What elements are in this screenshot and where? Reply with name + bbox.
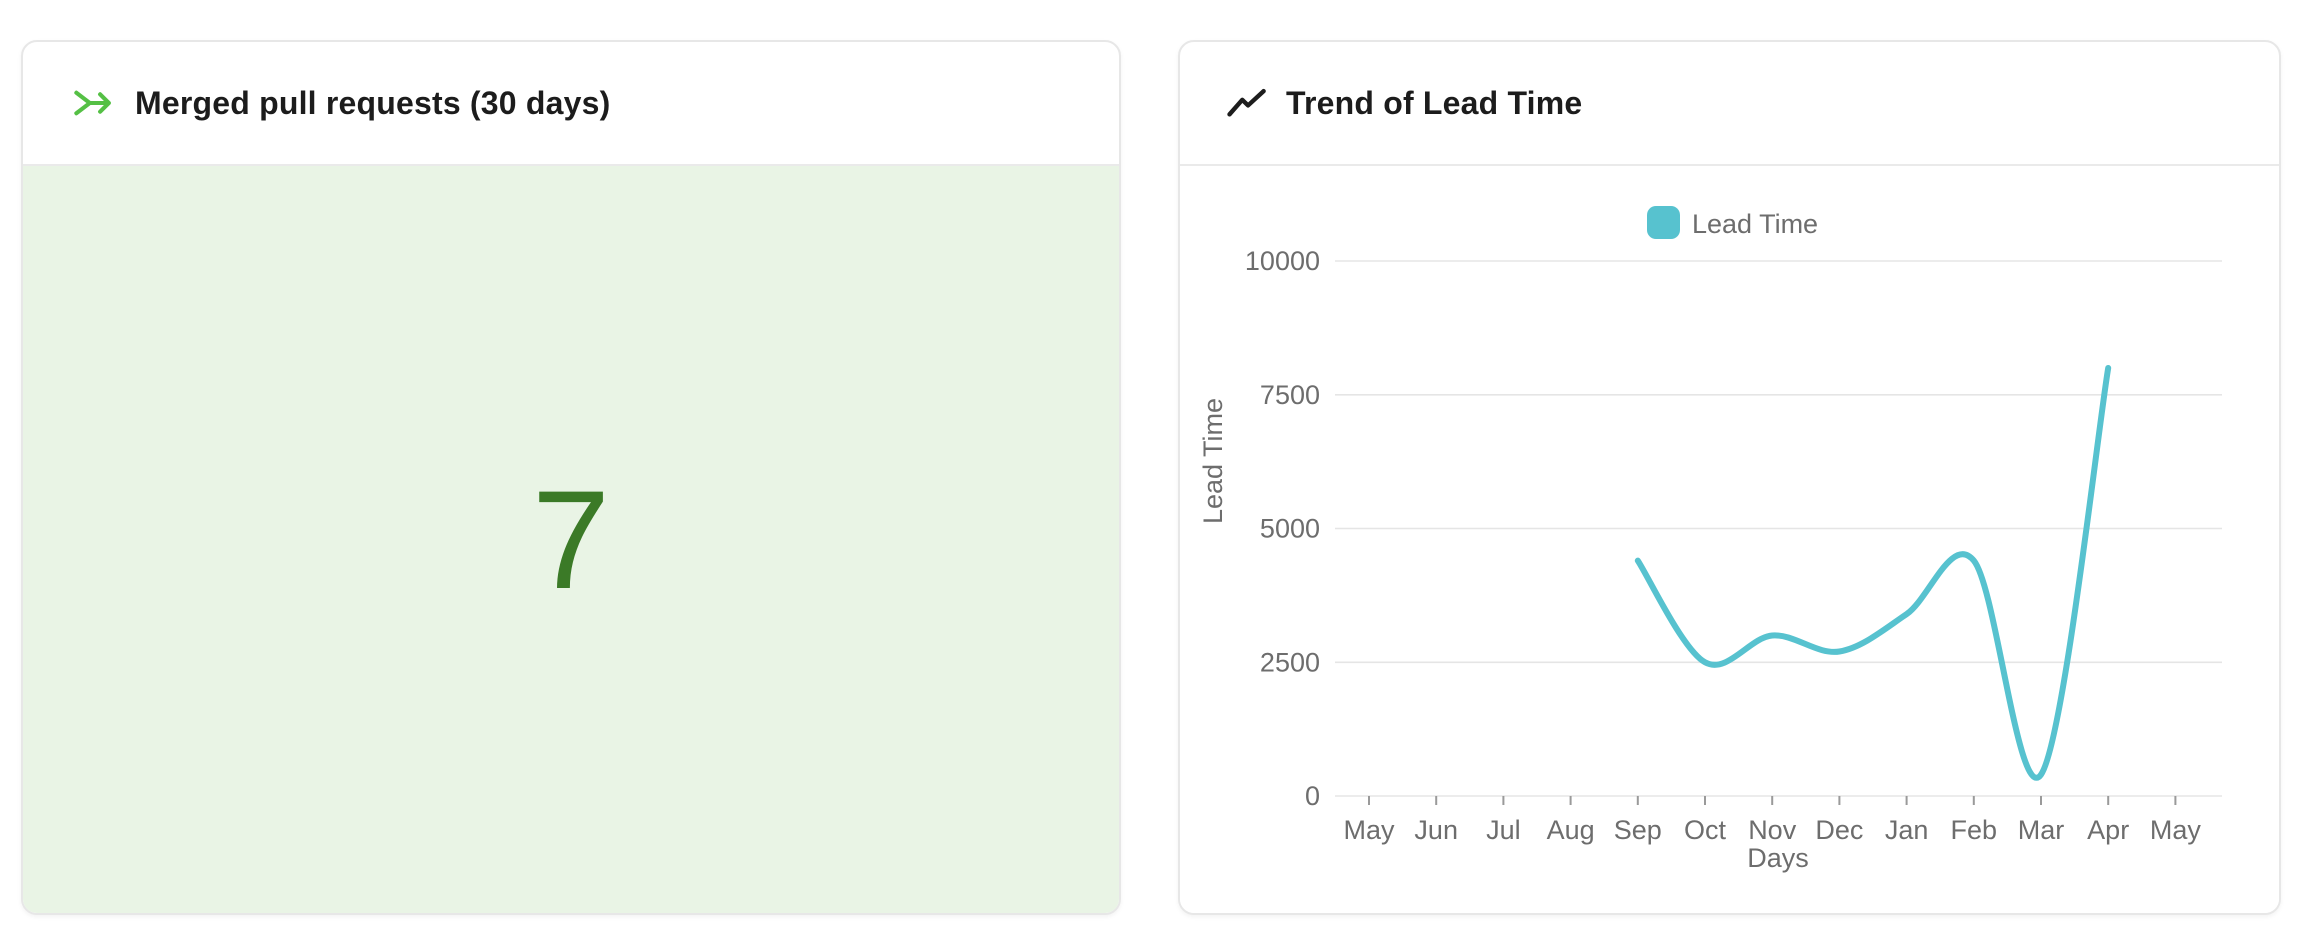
x-axis-title: Days [1747, 843, 1809, 873]
y-axis-title: Lead Time [1198, 398, 1228, 524]
legend-label: Lead Time [1692, 209, 1818, 239]
x-axis-tick-label: Oct [1684, 815, 1727, 845]
legend-swatch [1647, 206, 1680, 239]
y-axis-tick-label: 10000 [1245, 246, 1320, 276]
x-axis-tick-label: Jul [1486, 815, 1521, 845]
lead-time-line [1634, 365, 2112, 781]
merged-pr-value: 7 [532, 460, 610, 618]
lead-time-chart-body: 0 2500 5000 7500 10000 May Jun Jul Aug Sep Oct Nov D… [1180, 166, 2279, 913]
legend-item-lead-time[interactable]: Lead Time [1647, 206, 1818, 239]
lead-time-title: Trend of Lead Time [1286, 84, 1583, 121]
y-axis-tick-label: 0 [1305, 781, 1320, 811]
x-axis-tick-label: May [1343, 815, 1395, 845]
trend-up-icon [1226, 85, 1268, 121]
y-axis-tick-label: 5000 [1260, 514, 1320, 544]
x-axis-tick-label: Jun [1414, 815, 1458, 845]
git-merge-icon [69, 84, 117, 122]
x-axis-tick-label: Jan [1885, 815, 1929, 845]
y-grid: 0 2500 5000 7500 10000 [1245, 246, 2222, 811]
lead-time-header: Trend of Lead Time [1180, 42, 2279, 166]
x-axis-tick-label: Dec [1815, 815, 1863, 845]
x-axis-tick-label: Mar [2018, 815, 2065, 845]
x-axis-tick-label: Aug [1547, 815, 1595, 845]
x-axis-tick-label: May [2150, 815, 2202, 845]
x-axis-tick-label: Sep [1614, 815, 1662, 845]
lead-time-card: Trend of Lead Time 0 2500 5000 7500 10000 May… [1178, 40, 2281, 915]
x-axis-tick-label: Feb [1951, 815, 1998, 845]
merged-pr-body: 7 [23, 166, 1119, 913]
x-axis: May Jun Jul Aug Sep Oct Nov Dec Jan Feb Mar Apr May [1343, 796, 2201, 845]
x-axis-tick-label: Nov [1748, 815, 1797, 845]
merged-pr-card: Merged pull requests (30 days) 7 [21, 40, 1121, 915]
x-axis-tick-label: Apr [2087, 815, 2129, 845]
y-axis-tick-label: 2500 [1260, 647, 1320, 677]
merged-pr-header: Merged pull requests (30 days) [23, 42, 1119, 166]
y-axis-tick-label: 7500 [1260, 380, 1320, 410]
merged-pr-title: Merged pull requests (30 days) [135, 84, 611, 121]
